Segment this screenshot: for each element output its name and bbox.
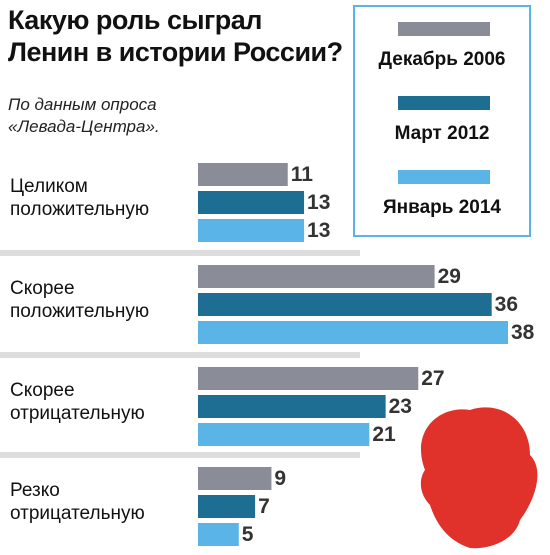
bar bbox=[198, 191, 305, 214]
bar bbox=[198, 523, 239, 546]
category-label: Скорее отрицательную bbox=[10, 380, 145, 424]
bar bbox=[198, 321, 508, 344]
legend-swatch bbox=[398, 96, 490, 110]
legend-label: Декабрь 2006 bbox=[379, 49, 506, 70]
value-label: 13 bbox=[307, 191, 330, 214]
bar bbox=[198, 367, 419, 390]
bar bbox=[198, 163, 288, 186]
bar bbox=[198, 495, 256, 518]
bar bbox=[198, 423, 370, 446]
legend-swatch bbox=[398, 22, 490, 36]
value-label: 36 bbox=[495, 293, 518, 316]
chart-subtitle: По данным опроса «Левада-Центра». bbox=[8, 95, 160, 136]
value-label: 27 bbox=[421, 367, 444, 390]
value-label: 7 bbox=[258, 495, 270, 518]
value-label: 29 bbox=[438, 265, 461, 288]
legend-swatch bbox=[398, 170, 490, 184]
legend-label: Март 2012 bbox=[395, 123, 490, 144]
category-label: Резко отрицательную bbox=[10, 480, 145, 524]
value-label: 9 bbox=[274, 467, 286, 490]
value-label: 13 bbox=[307, 219, 330, 242]
legend-box bbox=[353, 5, 531, 237]
legend-label: Январь 2014 bbox=[383, 197, 501, 218]
chart-title: Какую роль сыграл Ленин в истории России… bbox=[8, 5, 343, 67]
value-label: 5 bbox=[242, 523, 254, 546]
bar bbox=[198, 467, 272, 490]
value-label: 38 bbox=[511, 321, 535, 344]
bar bbox=[198, 219, 305, 242]
bar bbox=[198, 395, 386, 418]
bar bbox=[198, 293, 492, 316]
category-label: Целиком положительную bbox=[10, 176, 150, 220]
portrait bbox=[420, 407, 538, 549]
bar bbox=[198, 265, 435, 288]
value-label: 23 bbox=[389, 395, 412, 418]
category-label: Скорее положительную bbox=[10, 278, 150, 322]
value-label: 21 bbox=[372, 423, 396, 446]
value-label: 11 bbox=[291, 163, 314, 186]
